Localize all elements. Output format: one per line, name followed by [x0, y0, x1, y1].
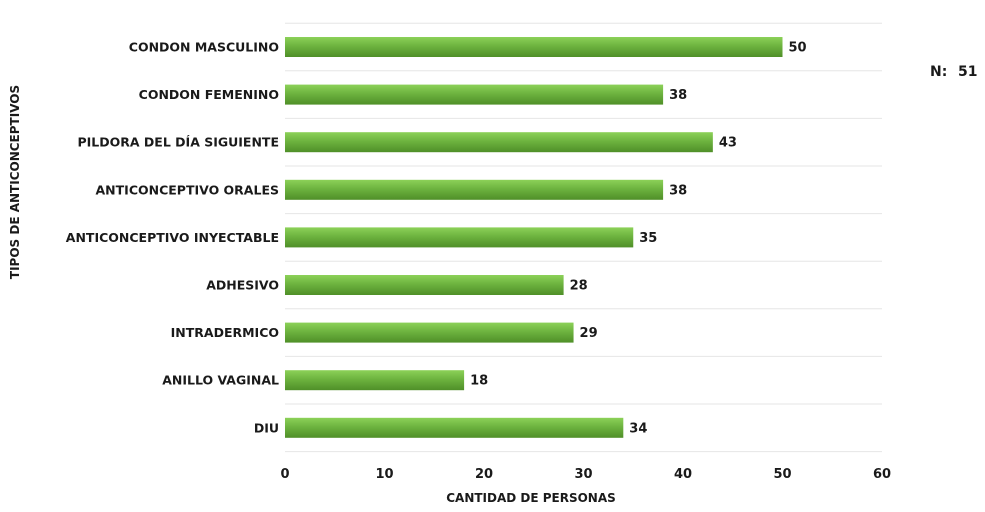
bar: [285, 227, 634, 248]
category-label: PILDORA DEL DÍA SIGUIENTE: [78, 135, 280, 150]
category-label: ADHESIVO: [206, 278, 279, 293]
x-tick-label: 0: [280, 467, 289, 482]
category-label: ANTICONCEPTIVO INYECTABLE: [66, 230, 279, 245]
sample-size-annotation: N: 51: [930, 64, 977, 80]
bar: [285, 84, 664, 105]
value-labels: 50 38 43 38 35 28 29 18 34: [470, 41, 806, 437]
x-tick-label: 30: [574, 467, 592, 482]
value-label: 34: [629, 421, 647, 436]
category-label: CONDON FEMENINO: [139, 87, 279, 102]
bars: [285, 37, 783, 438]
bar: [285, 322, 574, 343]
bar: [285, 370, 465, 391]
bar: [285, 132, 713, 153]
x-axis-ticks: 0 10 20 30 40 50 60: [280, 467, 891, 482]
value-label: 28: [570, 279, 588, 294]
value-label: 29: [580, 326, 598, 341]
value-label: 38: [669, 88, 687, 103]
x-axis-title: CANTIDAD DE PERSONAS: [446, 491, 616, 505]
bar: [285, 179, 664, 200]
bar: [285, 417, 624, 438]
x-tick-label: 40: [674, 467, 692, 482]
category-label: CONDON MASCULINO: [129, 40, 279, 55]
x-tick-label: 20: [475, 467, 493, 482]
y-axis-title: TIPOS DE ANTICONCEPTIVOS: [8, 85, 22, 279]
gridlines: [285, 22, 882, 453]
category-label: DIU: [254, 420, 279, 435]
bar: [285, 275, 564, 295]
category-label: ANTICONCEPTIVO ORALES: [96, 182, 280, 197]
value-label: 35: [639, 231, 657, 246]
category-label: INTRADERMICO: [171, 325, 279, 340]
x-tick-label: 50: [773, 467, 791, 482]
value-label: 50: [789, 41, 807, 56]
sample-size-value: 51: [958, 64, 977, 80]
category-labels: CONDON MASCULINO CONDON FEMENINO PILDORA D…: [66, 40, 279, 436]
value-label: 43: [719, 136, 737, 151]
sample-size-label: N:: [930, 64, 947, 80]
value-label: 38: [669, 183, 687, 198]
category-label: ANILLO VAGINAL: [162, 373, 279, 388]
x-tick-label: 10: [375, 467, 393, 482]
value-label: 18: [470, 374, 488, 389]
x-tick-label: 60: [873, 467, 891, 482]
bar: [285, 37, 783, 57]
